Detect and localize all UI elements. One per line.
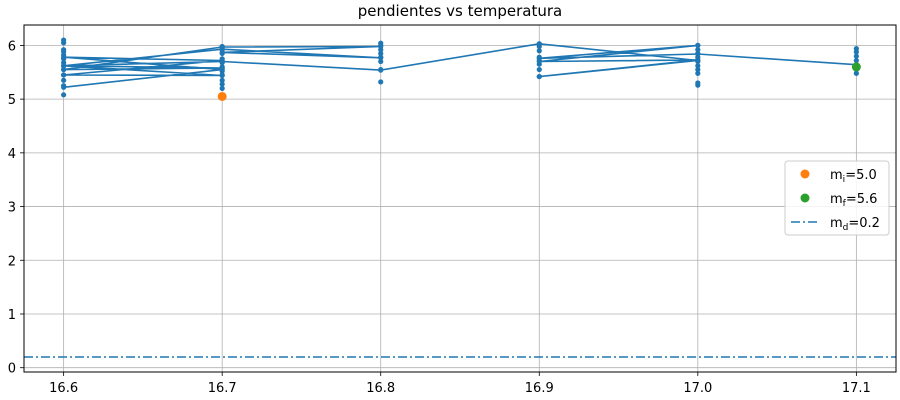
data-point [695, 47, 701, 53]
data-point [536, 48, 542, 54]
data-point [536, 66, 542, 73]
data-point [536, 73, 542, 80]
plot-frame [23, 24, 897, 373]
y-tick-label: 2 [8, 254, 16, 269]
y-tick-label: 0 [8, 362, 16, 377]
legend-box [784, 160, 890, 236]
data-point [853, 57, 859, 64]
data-point [219, 85, 225, 91]
data-point [695, 42, 701, 49]
data-point [378, 50, 384, 57]
data-point [536, 41, 542, 47]
y-tick-label: 6 [8, 39, 16, 54]
y-tick-label: 3 [8, 201, 16, 216]
data-point [695, 51, 701, 57]
data-point [61, 92, 67, 98]
data-point [378, 58, 384, 65]
data-point [61, 63, 67, 69]
marker-mf [851, 62, 861, 72]
data-point [61, 77, 67, 83]
legend-label: md=0.2 [830, 216, 880, 233]
y-tick-label: 1 [8, 308, 16, 323]
data-point [853, 53, 859, 59]
data-point [61, 47, 67, 53]
data-point [219, 81, 225, 87]
x-tick-label: 16.8 [366, 381, 395, 396]
data-point [853, 70, 859, 76]
x-tick-label: 16.7 [208, 381, 237, 396]
data-point [219, 77, 225, 83]
data-point [695, 80, 701, 86]
data-point [219, 46, 225, 52]
data-point [61, 37, 67, 43]
data-point [536, 55, 542, 61]
legend-label: mf=5.6 [830, 192, 877, 209]
data-point [61, 72, 67, 78]
data-point [61, 54, 67, 60]
x-tick-label: 16.6 [49, 381, 78, 396]
marker-layer [217, 62, 861, 101]
x-tick-label: 17.1 [842, 381, 871, 396]
data-point [695, 57, 701, 63]
data-point [378, 43, 384, 50]
data-point [219, 58, 225, 65]
marker-mi [217, 91, 227, 101]
data-point [219, 65, 225, 71]
series-line [62, 42, 857, 89]
x-tick-label: 17.0 [683, 381, 712, 396]
data-point [695, 70, 701, 76]
data-point [219, 72, 225, 79]
data-point [695, 63, 701, 69]
y-tick-label: 4 [8, 147, 16, 162]
chart-title: pendientes vs temperatura [358, 2, 562, 20]
data-point [61, 84, 67, 90]
data-point [695, 66, 701, 73]
data-point [853, 46, 859, 52]
legend-label: mi=5.0 [830, 168, 877, 185]
data-point [378, 55, 384, 61]
legend-marker [800, 169, 810, 179]
data-point [378, 79, 384, 85]
data-point [378, 67, 384, 73]
y-tick-label: 5 [8, 93, 16, 108]
legend-marker [800, 193, 810, 203]
series-layer [62, 42, 857, 89]
axis-ticks: 16.6 16.7 16.8 16.9 17.0 17.1 0 1 2 3 4 5 6 [8, 39, 871, 396]
data-point [61, 66, 67, 73]
x-tick-label: 16.9 [525, 381, 554, 396]
points-layer [61, 37, 859, 98]
legend: mi=5.0 mf=5.6 md=0.2 [784, 160, 890, 236]
